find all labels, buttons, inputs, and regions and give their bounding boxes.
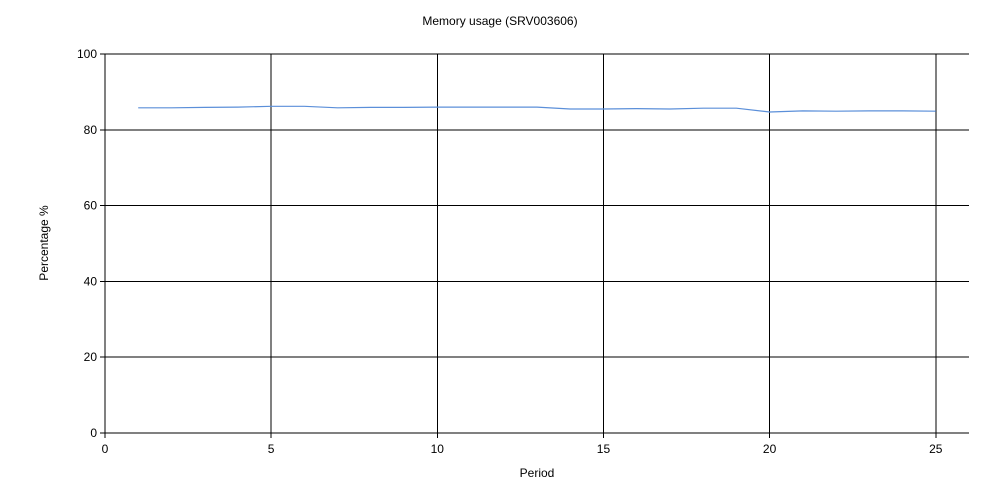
x-tick-label: 20 [763, 442, 777, 456]
x-tick-label: 15 [597, 442, 611, 456]
x-tick-label: 25 [929, 442, 943, 456]
x-tick-label: 5 [268, 442, 275, 456]
y-axis-label: Percentage % [37, 205, 51, 281]
x-tick-label: 10 [431, 442, 445, 456]
y-tick-label: 40 [84, 274, 98, 288]
series-lines [138, 105, 936, 113]
x-axis-label: Period [520, 466, 555, 480]
y-tick-label: 60 [84, 199, 98, 213]
y-tick-label: 20 [84, 350, 98, 364]
grid-lines [104, 53, 969, 434]
y-tick-label: 0 [90, 426, 97, 440]
y-tick-label: 100 [77, 47, 97, 61]
chart-title: Memory usage (SRV003606) [422, 14, 577, 28]
x-tick-label: 0 [102, 442, 109, 456]
tick-labels: 0 20 40 60 80 100 0 5 10 15 20 25 [77, 47, 943, 456]
series-line [138, 105, 936, 113]
axes [100, 53, 969, 438]
y-tick-label: 80 [84, 123, 98, 137]
